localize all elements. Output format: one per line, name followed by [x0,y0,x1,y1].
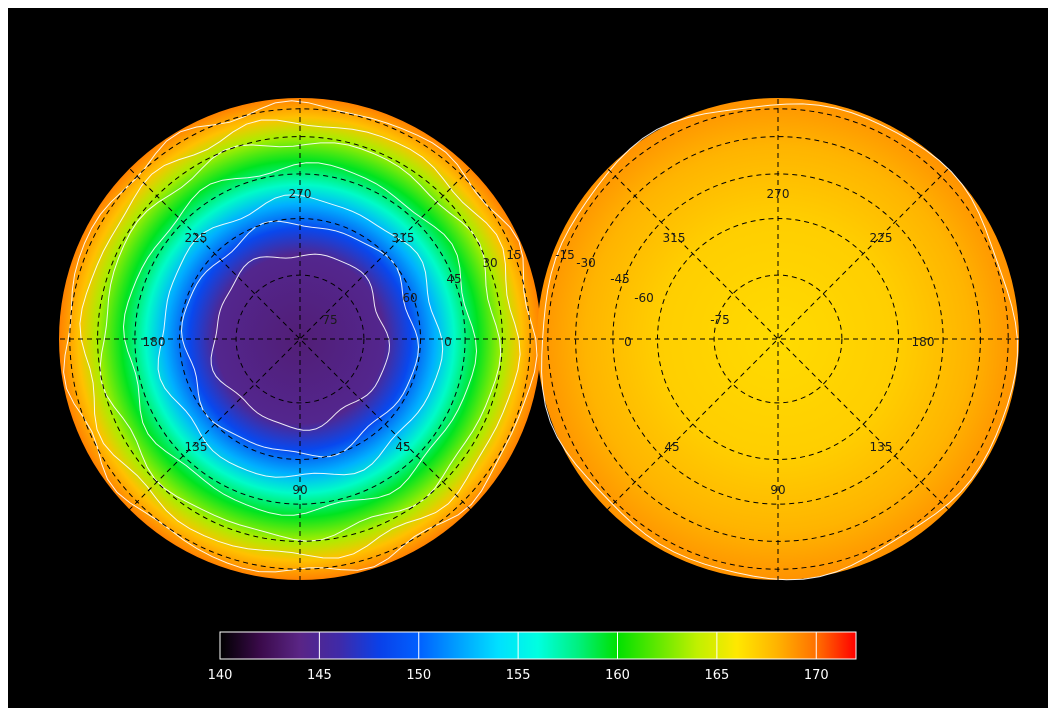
map-canvas: 270 225 315 180 0 135 45 90 75 60 45 30 … [8,8,1048,708]
colorbar-gradient [219,631,857,660]
left-hemisphere-disk [59,98,541,580]
lon-label: 270 [767,187,790,201]
colorbar-tick-label: 170 [804,668,829,683]
lat-label: -30 [576,256,596,270]
lon-label: 315 [392,231,415,245]
colorbar-tick-label: 160 [605,668,630,683]
lon-label: 135 [185,440,208,454]
right-latitude-labels: -75 -60 -45 -30 -15 [555,248,730,327]
colorbar-tick-label: 145 [307,668,332,683]
right-longitude-labels: 270 315 225 0 180 45 135 90 [624,187,934,497]
lat-label: 45 [446,272,461,286]
meridian-line [123,162,477,516]
right-graticule [529,90,1027,588]
left-hemisphere-map: 270 225 315 180 0 135 45 90 75 60 45 30 … [51,90,549,588]
lon-label: 0 [444,335,452,349]
left-longitude-labels: 270 225 315 180 0 135 45 90 [143,187,452,497]
lon-label: 0 [624,335,632,349]
lon-label: 315 [663,231,686,245]
lon-label: 225 [185,231,208,245]
lat-label: 30 [482,256,497,270]
lon-label: 90 [770,483,785,497]
lat-label: -15 [555,248,575,262]
meridian-line [601,162,955,516]
colorbar-tick-labels: 140 145 150 155 160 165 170 [208,668,829,683]
colorbar-tick-label: 140 [208,668,233,683]
colorbar-tick-label: 165 [704,668,729,683]
latitude-circle [235,274,365,404]
latitude-circle [713,274,843,404]
colorbar-tick-label: 155 [506,668,531,683]
lat-label: 75 [322,313,337,327]
lon-label: 270 [289,187,312,201]
contour-line [180,220,420,458]
lat-label: -45 [610,272,630,286]
lon-label: 45 [395,440,410,454]
lon-label: 135 [870,440,893,454]
right-hemisphere-map: 270 315 225 0 180 45 135 90 -75 -60 -45 … [529,90,1027,588]
lat-label: 15 [506,248,521,262]
left-latitude-labels: 75 60 45 30 15 [322,248,521,327]
contour-line [99,142,502,542]
lat-label: -75 [710,313,730,327]
meridian-line [123,162,477,516]
colorbar: 140 145 150 155 160 165 170 [208,631,857,683]
lon-label: 90 [292,483,307,497]
contour-line [63,100,538,573]
lon-label: 180 [912,335,935,349]
lat-label: 60 [402,291,417,305]
right-hemisphere-disk [537,98,1019,580]
lon-label: 180 [143,335,166,349]
lon-label: 45 [664,440,679,454]
meridian-line [601,162,955,516]
polar-stereographic-maps: 270 225 315 180 0 135 45 90 75 60 45 30 … [51,90,1027,683]
lon-label: 225 [870,231,893,245]
colorbar-ticks [219,632,817,659]
lat-label: -60 [634,291,654,305]
colorbar-tick-label: 150 [406,668,431,683]
